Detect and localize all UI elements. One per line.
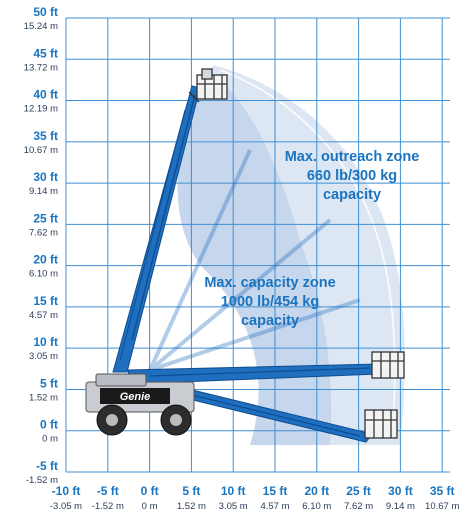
x-tick-label-ft: 15 ft — [263, 484, 288, 498]
y-tick-label-ft: 45 ft — [33, 46, 58, 60]
y-tick-label-m: 12.19 m — [24, 104, 58, 115]
x-tick-label-ft: 10 ft — [221, 484, 246, 498]
x-tick-label-m: 10.67 m — [425, 501, 459, 512]
brand-logo: Genie — [120, 391, 151, 403]
capacity-zone-capacity: 1000 lb/454 kg — [221, 294, 319, 310]
x-tick-label-m: 9.14 m — [386, 501, 415, 512]
y-tick-label-ft: 30 ft — [33, 170, 58, 184]
y-tick-label-m: 7.62 m — [29, 227, 58, 238]
x-tick-label-m: 6.10 m — [302, 501, 331, 512]
x-tick-label-ft: -10 ft — [52, 484, 81, 498]
x-tick-label-m: 7.62 m — [344, 501, 373, 512]
capacity-zone-caption: capacity — [241, 313, 299, 329]
y-tick-label-ft: 15 ft — [33, 294, 58, 308]
platform-mid — [371, 351, 405, 379]
x-tick-label-m: 4.57 m — [260, 501, 289, 512]
y-tick-label-ft: 5 ft — [40, 376, 58, 390]
x-tick-label-ft: 20 ft — [304, 484, 329, 498]
y-tick-label-m: -1.52 m — [26, 475, 58, 486]
y-tick-label-m: 1.52 m — [29, 392, 58, 403]
x-tick-label-ft: 0 ft — [141, 484, 159, 498]
y-tick-label-m: 3.05 m — [29, 351, 58, 362]
y-tick-label-m: 4.57 m — [29, 310, 58, 321]
max-capacity-zone — [177, 70, 332, 445]
outreach-zone-capacity: 660 lb/300 kg — [307, 168, 397, 184]
x-tick-label-ft: 25 ft — [346, 484, 371, 498]
outreach-zone-title: Max. outreach zone — [285, 149, 420, 165]
x-tick-label-m: -3.05 m — [50, 501, 82, 512]
capacity-zone-title: Max. capacity zone — [204, 275, 335, 291]
x-tick-label-m: 1.52 m — [177, 501, 206, 512]
platform-top — [188, 68, 228, 103]
y-tick-label-ft: 0 ft — [40, 418, 58, 432]
outreach-zone-caption: capacity — [323, 187, 381, 203]
x-tick-label-m: 0 m — [142, 501, 158, 512]
x-tick-label-ft: -5 ft — [97, 484, 119, 498]
y-tick-label-ft: 40 ft — [33, 88, 58, 102]
x-tick-label-m: 3.05 m — [219, 501, 248, 512]
y-tick-label-m: 6.10 m — [29, 269, 58, 280]
capacity-zone-label: Max. capacity zone 1000 lb/454 kg capaci… — [204, 275, 335, 329]
y-tick-label-m: 13.72 m — [24, 62, 58, 73]
y-tick-label-ft: 10 ft — [33, 335, 58, 349]
x-tick-label-ft: 5 ft — [182, 484, 200, 498]
y-tick-label-ft: 20 ft — [33, 253, 58, 267]
y-tick-label-ft: 50 ft — [33, 5, 58, 19]
outreach-zone-label: Max. outreach zone 660 lb/300 kg capacit… — [285, 149, 420, 203]
y-tick-label-m: 0 m — [42, 434, 58, 445]
ghost-boom-positions — [148, 149, 361, 372]
envelope-zones — [177, 65, 405, 445]
platform-low — [364, 409, 398, 439]
x-tick-label-ft: 30 ft — [388, 484, 413, 498]
y-tick-label-ft: 25 ft — [33, 211, 58, 225]
machine-chassis: Genie — [85, 373, 195, 436]
x-tick-label-m: -1.52 m — [92, 501, 124, 512]
y-tick-label-ft: -5 ft — [36, 459, 58, 473]
y-tick-label-ft: 35 ft — [33, 129, 58, 143]
y-tick-label-m: 10.67 m — [24, 145, 58, 156]
y-tick-label-m: 15.24 m — [24, 21, 58, 32]
y-axis-labels: 50 ft 15.24 m 45 ft 13.72 m 40 ft 12.19 m 35 f… — [24, 5, 58, 486]
x-tick-label-ft: 35 ft — [430, 484, 455, 498]
y-tick-label-m: 9.14 m — [29, 186, 58, 197]
x-axis-labels: -10 ft -3.05 m -5 ft -1.52 m 0 ft 0 m 5 ft 1.52… — [50, 484, 460, 512]
